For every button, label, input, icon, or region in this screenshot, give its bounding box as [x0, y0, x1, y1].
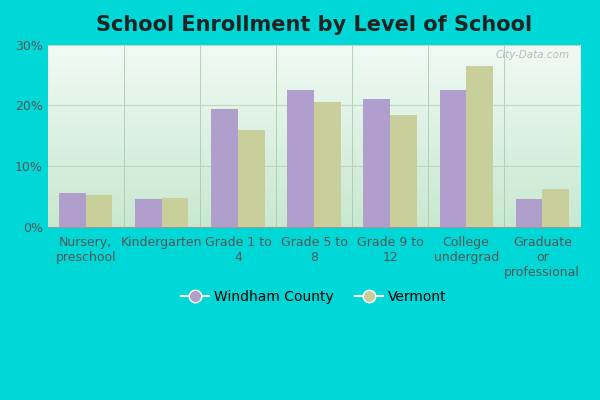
Bar — [466, 66, 493, 227]
Text: City-Data.com: City-Data.com — [496, 50, 569, 60]
Bar — [211, 108, 238, 227]
Bar — [162, 198, 188, 227]
Bar — [287, 90, 314, 227]
Bar — [390, 114, 417, 227]
Bar — [238, 130, 265, 227]
Bar — [86, 195, 112, 227]
Bar — [314, 102, 341, 227]
Legend: Windham County, Vermont: Windham County, Vermont — [176, 284, 452, 310]
Bar — [440, 90, 466, 227]
Bar — [542, 189, 569, 227]
Bar — [364, 100, 390, 227]
Bar — [59, 193, 86, 227]
Bar — [135, 200, 162, 227]
Bar — [515, 200, 542, 227]
Title: School Enrollment by Level of School: School Enrollment by Level of School — [96, 15, 532, 35]
